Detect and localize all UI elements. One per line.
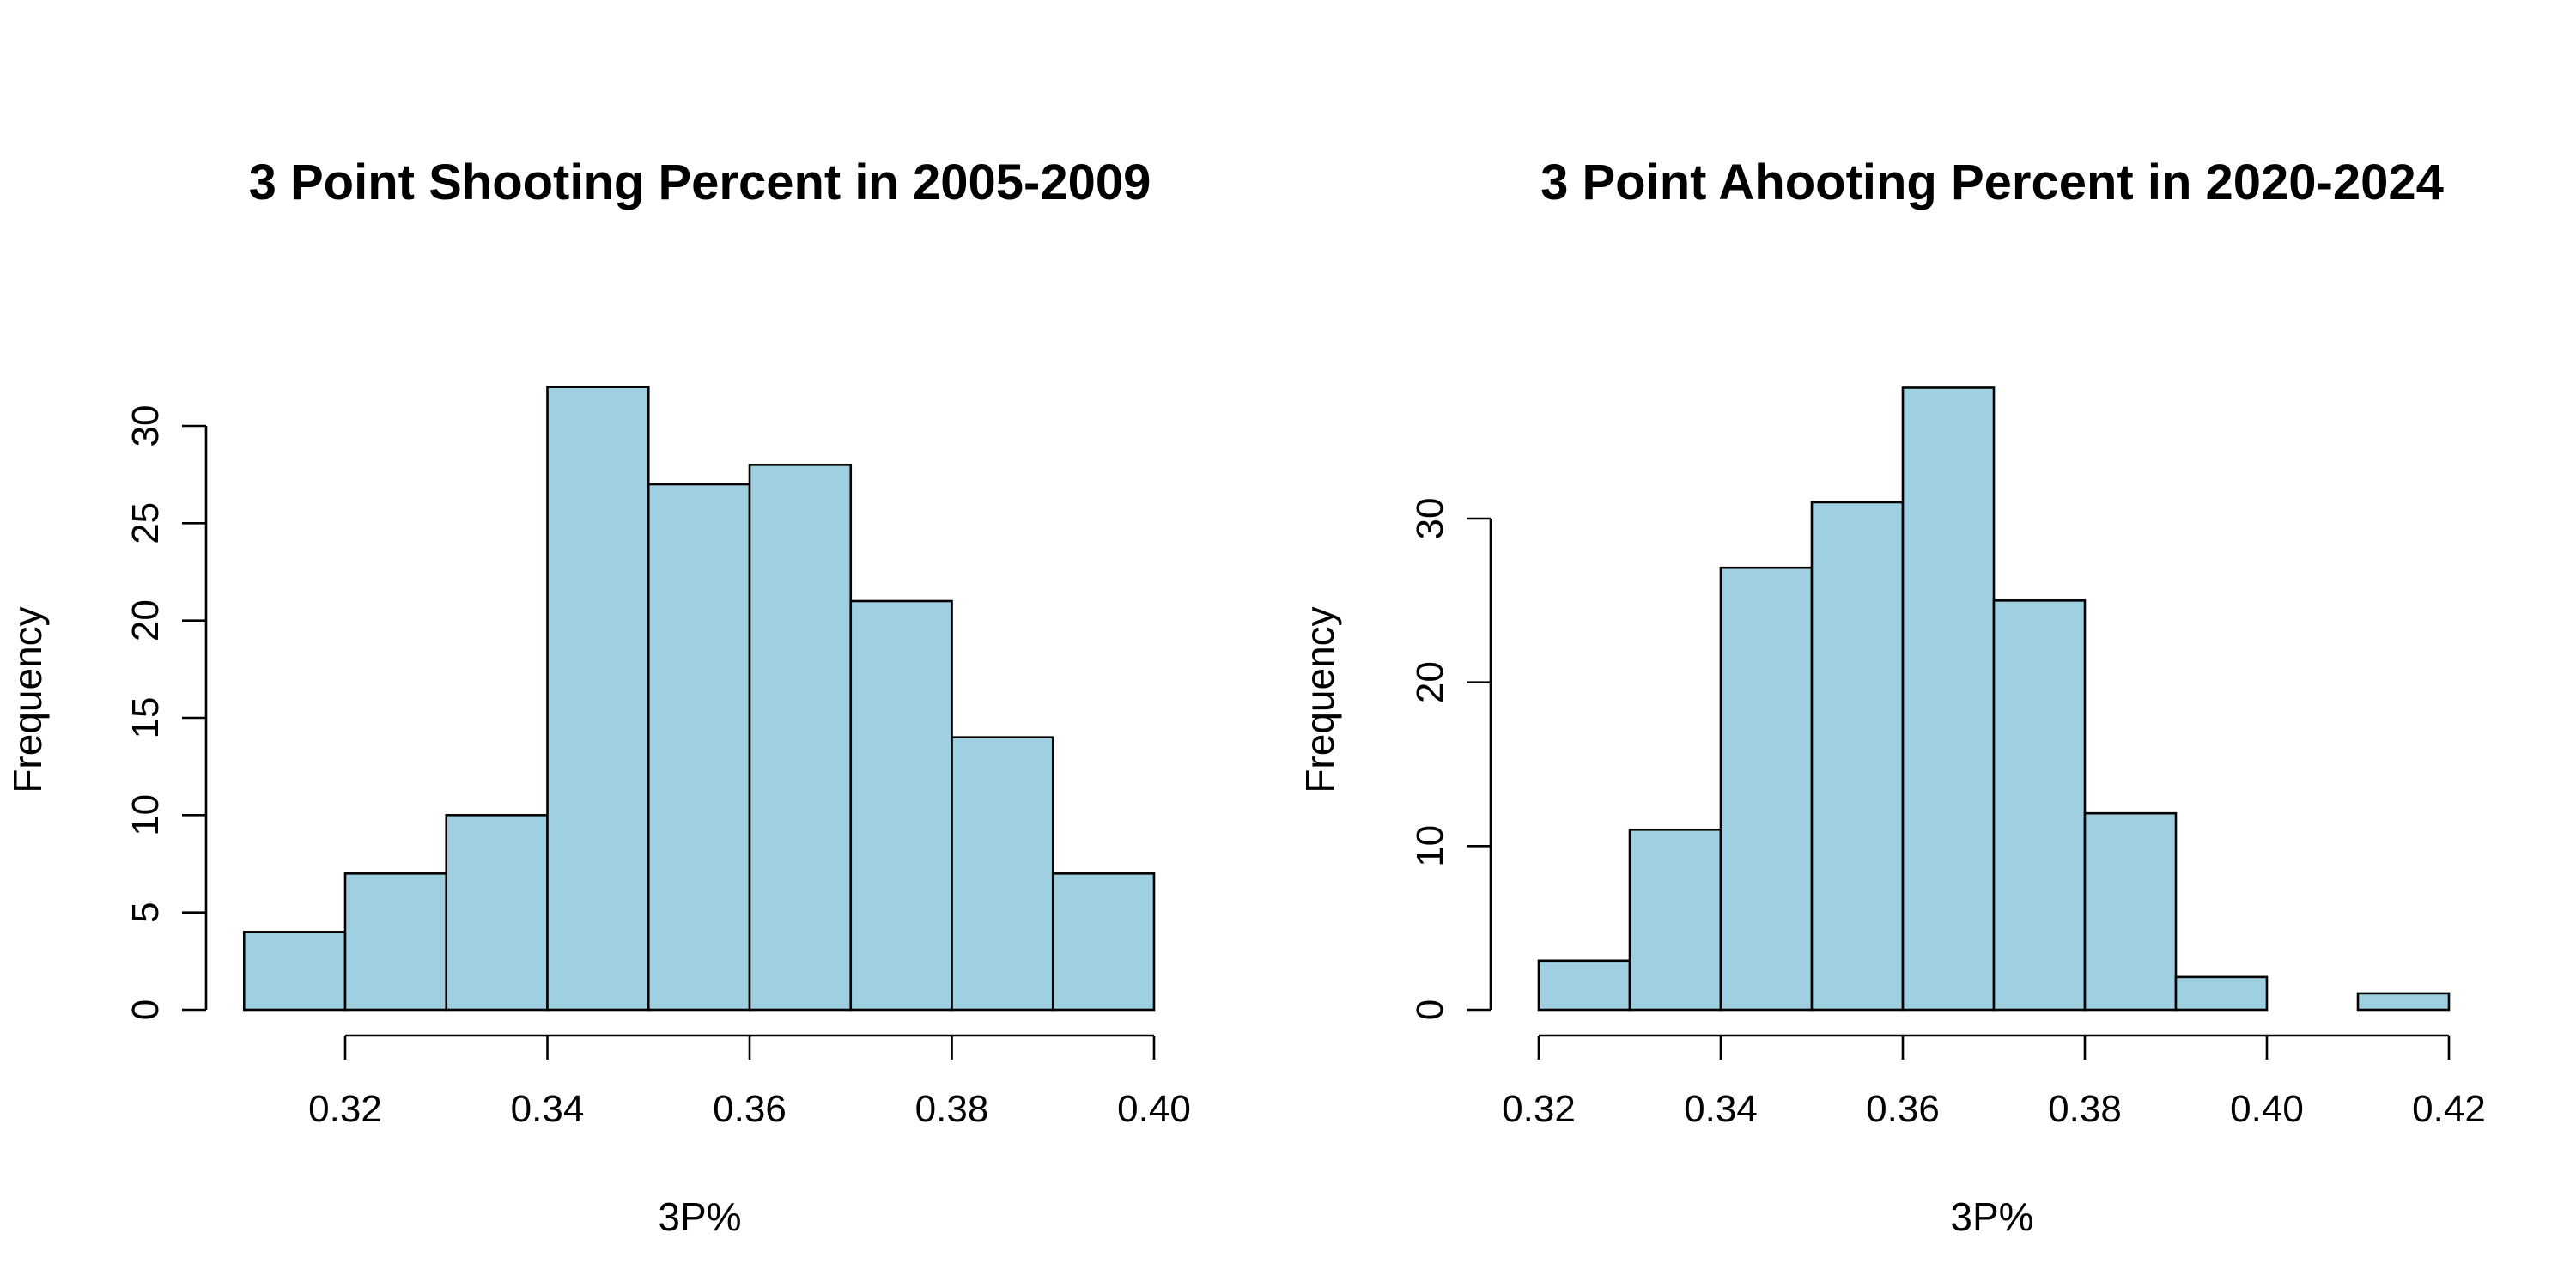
y-tick-label: 15 xyxy=(125,697,167,739)
y-axis-label: Frequency xyxy=(5,606,50,793)
histogram-bar xyxy=(2356,992,2451,1012)
x-tick-label: 0.34 xyxy=(1684,1088,1758,1130)
histogram-bars xyxy=(242,386,1156,1012)
x-tick-label: 0.34 xyxy=(511,1088,585,1130)
y-tick-label: 0 xyxy=(125,999,167,1020)
histogram-panel-2005-2009: 3 Point Shooting Percent in 2005-2009 3P… xyxy=(5,155,1191,1239)
chart-title: 3 Point Ahooting Percent in 2020-2024 xyxy=(1540,155,2444,210)
histogram-bar xyxy=(1051,872,1156,1012)
y-axis-label: Frequency xyxy=(1297,606,1342,793)
x-tick-label: 0.36 xyxy=(1866,1088,1940,1130)
histogram-bar xyxy=(1537,959,1631,1012)
histogram-bar xyxy=(1719,566,1814,1012)
x-axis: 0.32 0.34 0.36 0.38 0.40 0.42 xyxy=(1502,1034,2486,1130)
x-tick-label: 0.38 xyxy=(915,1088,989,1130)
histogram-bar xyxy=(445,814,549,1012)
histogram-bar xyxy=(343,872,448,1012)
histogram-bar xyxy=(1810,501,1905,1012)
y-tick-label: 30 xyxy=(1409,498,1451,540)
y-tick-label: 20 xyxy=(125,599,167,641)
x-axis-label: 3P% xyxy=(658,1194,741,1239)
y-tick-label: 5 xyxy=(125,902,167,922)
x-tick-label: 0.42 xyxy=(2412,1088,2486,1130)
y-tick-label: 20 xyxy=(1409,661,1451,703)
y-tick-label: 25 xyxy=(125,502,167,544)
y-tick-label: 10 xyxy=(1409,825,1451,867)
x-tick-label: 0.38 xyxy=(2048,1088,2122,1130)
y-tick-label: 30 xyxy=(125,405,167,447)
histogram-bar xyxy=(242,931,347,1012)
chart-title: 3 Point Shooting Percent in 2005-2009 xyxy=(249,155,1151,210)
y-tick-label: 0 xyxy=(1409,999,1451,1020)
y-tick-label: 10 xyxy=(125,794,167,836)
histogram-bar xyxy=(1901,386,1996,1012)
histogram-bar xyxy=(647,483,751,1012)
x-axis: 0.32 0.34 0.36 0.38 0.40 xyxy=(308,1034,1191,1130)
histogram-bar xyxy=(951,736,1054,1012)
x-tick-label: 0.32 xyxy=(308,1088,382,1130)
x-tick-label: 0.40 xyxy=(2230,1088,2304,1130)
histogram-bars xyxy=(1537,386,2451,1012)
x-tick-label: 0.32 xyxy=(1502,1088,1576,1130)
x-axis-label: 3P% xyxy=(1950,1194,2033,1239)
histogram-bar xyxy=(2083,811,2178,1012)
y-axis: 0 10 20 30 xyxy=(1409,498,1492,1020)
y-axis: 0 5 10 15 20 25 30 xyxy=(125,405,208,1020)
histogram-bar xyxy=(1992,599,2087,1012)
histogram-bar xyxy=(546,386,650,1012)
histogram-bar xyxy=(1628,828,1722,1012)
x-tick-label: 0.40 xyxy=(1117,1088,1191,1130)
x-tick-label: 0.36 xyxy=(713,1088,787,1130)
histogram-panel-2020-2024: 3 Point Ahooting Percent in 2020-2024 3P… xyxy=(1297,155,2486,1239)
histogram-bar xyxy=(849,599,953,1012)
histogram-bar xyxy=(2174,975,2269,1012)
histogram-bar xyxy=(748,464,853,1012)
